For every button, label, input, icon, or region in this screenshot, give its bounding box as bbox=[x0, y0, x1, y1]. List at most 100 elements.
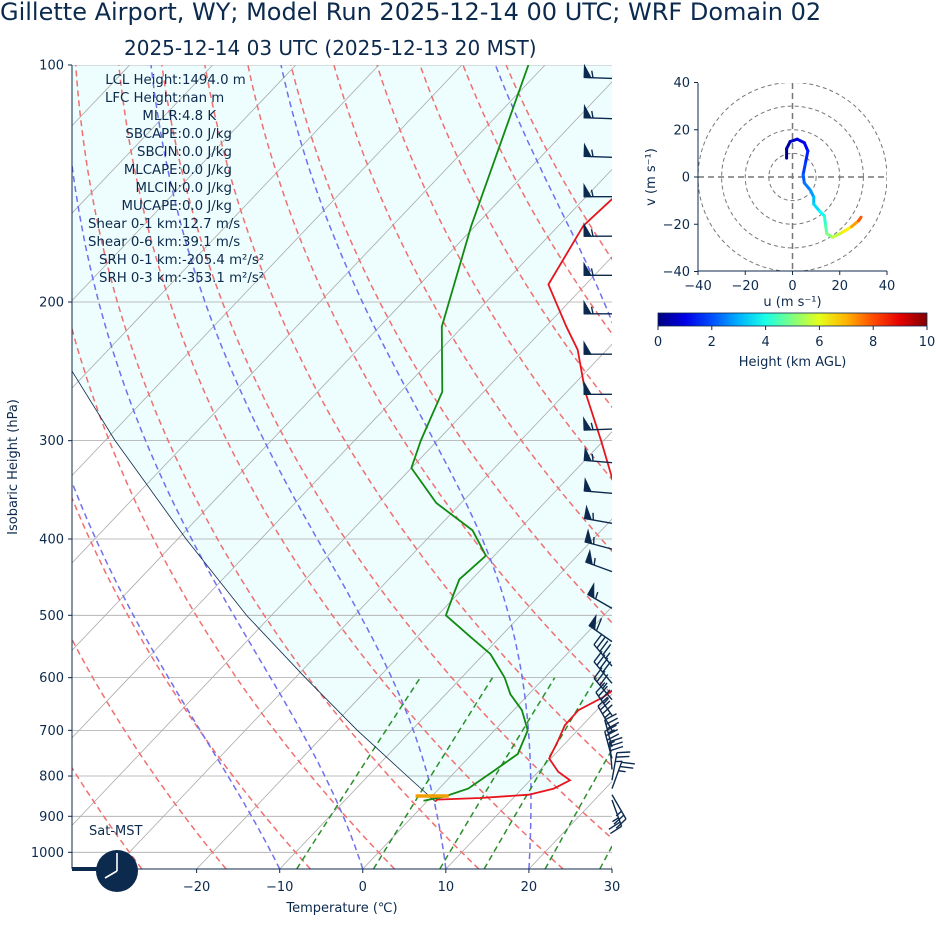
hodograph-y-tick-label: 40 bbox=[673, 76, 690, 91]
wind-barb bbox=[583, 340, 612, 355]
isotherm-line bbox=[113, 343, 612, 869]
hodograph-x-tick-label: 20 bbox=[831, 279, 848, 294]
mixing-ratio-line bbox=[544, 748, 612, 869]
colorbar-tick-label: 8 bbox=[869, 335, 877, 350]
x-axis-label: Temperature (℃) bbox=[285, 901, 397, 916]
parameter-label: MLLR: bbox=[142, 109, 182, 124]
wind-barb bbox=[583, 416, 613, 431]
x-tick-label: 0 bbox=[359, 880, 367, 895]
hodograph-x-tick-label: −40 bbox=[684, 279, 711, 294]
wind-barb bbox=[608, 799, 623, 835]
parameter-label: LFC Height: bbox=[104, 91, 182, 106]
wind-barb bbox=[593, 667, 613, 701]
y-tick-label: 800 bbox=[39, 770, 64, 785]
parameter-label: MUCAPE: bbox=[121, 199, 183, 214]
dry-adiabat bbox=[74, 65, 480, 869]
parameter-value: 0.0 J/kg bbox=[182, 127, 232, 142]
parameter-label: SBCIN: bbox=[137, 145, 182, 160]
isotherm-line bbox=[362, 606, 612, 869]
wind-barb bbox=[583, 380, 612, 396]
isotherm-line bbox=[695, 65, 936, 869]
parameter-row: MLCAPE: 0.0 J/kg bbox=[72, 162, 252, 180]
wind-barb bbox=[608, 736, 624, 770]
hodograph-segment bbox=[831, 231, 844, 239]
dry-adiabat bbox=[247, 65, 612, 696]
wind-barb bbox=[597, 696, 613, 731]
wind-barb bbox=[593, 633, 613, 667]
wind-barb bbox=[583, 142, 613, 159]
mixing-ratio-line bbox=[296, 677, 421, 869]
colorbar-tick-label: 6 bbox=[815, 335, 823, 350]
wind-barb bbox=[583, 182, 612, 198]
wind-barb bbox=[585, 548, 613, 573]
wind-barb bbox=[583, 446, 613, 464]
wind-barb bbox=[583, 504, 613, 524]
x-tick-label: −20 bbox=[183, 880, 210, 895]
clock-label: Sat-MST bbox=[89, 824, 142, 839]
colorbar-label: Height (km AGL) bbox=[739, 355, 847, 370]
parameter-row: Shear 0-1 km: 12.7 m/s bbox=[72, 216, 252, 234]
parameter-row: LFC Height: nan m bbox=[72, 90, 252, 108]
hodograph-segment bbox=[840, 225, 854, 235]
hodograph-y-label: v (m s⁻¹) bbox=[644, 148, 659, 206]
parameter-label: Shear 0-6 km: bbox=[88, 235, 182, 250]
x-tick-label: −10 bbox=[266, 880, 293, 895]
x-tick-label: 30 bbox=[604, 880, 621, 895]
wind-barb bbox=[593, 650, 613, 684]
moist-adiabat bbox=[150, 65, 447, 869]
y-tick-label: 100 bbox=[39, 59, 64, 74]
y-tick-label: 400 bbox=[39, 533, 64, 548]
y-tick-label: 700 bbox=[39, 724, 64, 739]
wind-barb bbox=[584, 528, 613, 550]
parameter-label: SRH 0-3 km: bbox=[99, 271, 182, 286]
parameter-label: LCL Height: bbox=[105, 73, 182, 88]
parameter-row: LCL Height: 1494.0 m bbox=[72, 72, 252, 90]
parameter-value: 0.0 J/kg bbox=[182, 199, 232, 214]
parameter-label: Shear 0-1 km: bbox=[88, 217, 182, 232]
temperature-profile bbox=[434, 197, 612, 803]
hodograph-y-tick-label: 20 bbox=[673, 123, 690, 138]
moist-adiabat bbox=[72, 159, 364, 869]
parameter-value: 0.0 J/kg bbox=[182, 145, 232, 160]
isotherm-line bbox=[445, 693, 612, 869]
hodograph-y-tick-label: 0 bbox=[682, 171, 690, 186]
y-tick-label: 200 bbox=[39, 296, 64, 311]
parameter-label: MLCAPE: bbox=[123, 163, 182, 178]
hodograph-segment bbox=[857, 215, 863, 223]
parcel-profile bbox=[72, 370, 436, 802]
parameter-row: SBCAPE: 0.0 J/kg bbox=[72, 126, 252, 144]
colorbar-tick-label: 0 bbox=[654, 335, 662, 350]
isotherm-line bbox=[72, 81, 612, 651]
parameter-value: 4.8 K bbox=[182, 109, 217, 124]
parcel-shading bbox=[72, 65, 612, 802]
isotherm-line bbox=[72, 65, 463, 477]
hodograph-segment bbox=[801, 161, 807, 177]
parameter-value: 12.7 m/s bbox=[182, 217, 241, 232]
colorbar bbox=[657, 312, 928, 327]
wind-barb bbox=[583, 261, 612, 277]
parameter-value: -205.4 m²/s² bbox=[182, 253, 265, 268]
dry-adiabat bbox=[72, 326, 396, 869]
wind-barb bbox=[583, 477, 613, 495]
colorbar-tick-label: 2 bbox=[708, 335, 716, 350]
hodograph-segment bbox=[850, 219, 861, 229]
wind-barb bbox=[583, 63, 613, 80]
isotherm-line bbox=[72, 65, 297, 302]
y-tick-label: 300 bbox=[39, 434, 64, 449]
isotherm-line bbox=[72, 65, 214, 214]
wind-barb bbox=[588, 613, 613, 643]
dry-adiabat bbox=[204, 65, 612, 768]
parameter-row: MLLR: 4.8 K bbox=[72, 108, 252, 126]
x-tick-label: 10 bbox=[438, 880, 455, 895]
parameter-row: SRH 0-3 km: -353.1 m²/s² bbox=[72, 270, 264, 288]
wind-barbs bbox=[583, 63, 635, 835]
parameter-label: SRH 0-1 km: bbox=[99, 253, 182, 268]
y-tick-label: 600 bbox=[39, 671, 64, 686]
isotherm-line bbox=[72, 168, 612, 739]
wind-barb bbox=[587, 582, 613, 610]
mixing-ratio-line bbox=[439, 677, 556, 869]
hodograph-segment bbox=[803, 149, 810, 165]
plot-area bbox=[72, 65, 936, 869]
